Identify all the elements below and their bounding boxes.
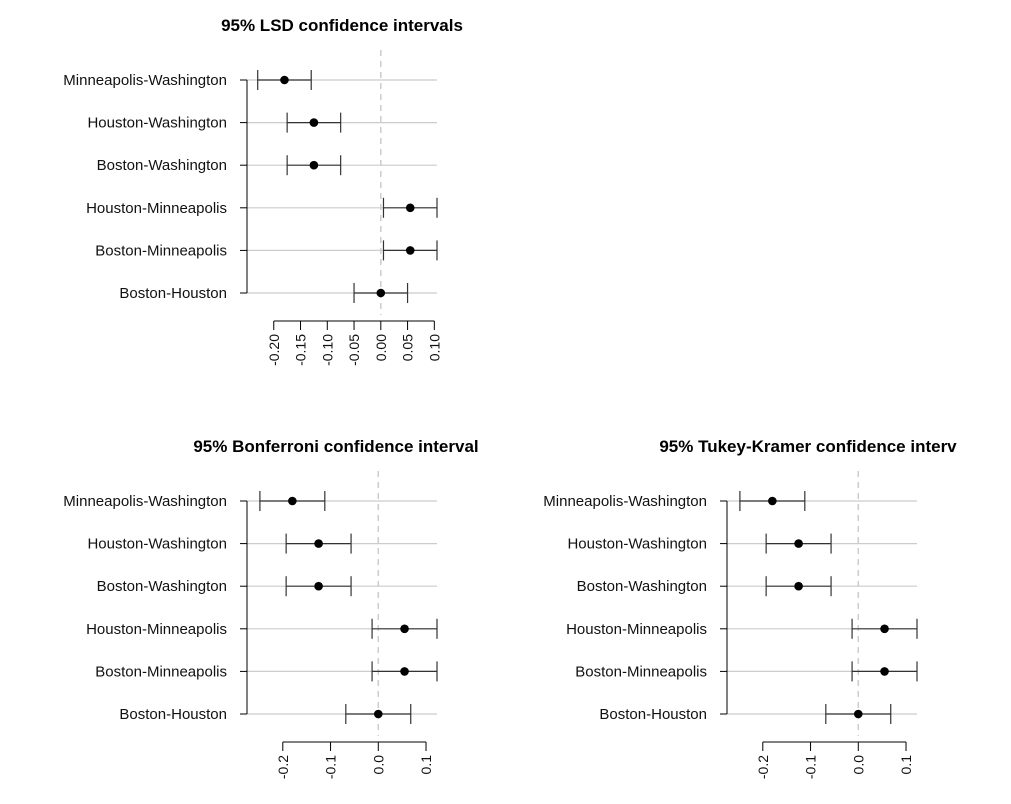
chart-panel-1: 95% LSD confidence intervals Minneapolis-… <box>63 16 463 366</box>
estimate-point <box>405 246 415 255</box>
x-tick-label: -0.15 <box>293 334 309 366</box>
category-label: Houston-Minneapolis <box>86 621 227 638</box>
estimate-point <box>314 539 323 548</box>
x-tick-label: 0.05 <box>400 334 416 361</box>
estimate-point <box>794 581 803 591</box>
chart-title: 95% Bonferroni confidence interval <box>193 437 478 456</box>
x-tick-label: -0.2 <box>755 755 771 779</box>
category-label: Boston-Houston <box>599 706 707 723</box>
estimate-point <box>880 667 889 676</box>
estimate-point <box>288 496 297 506</box>
chart-panel-3: 95% Tukey-Kramer confidence interv Minnea… <box>543 437 957 779</box>
estimate-point <box>280 75 289 85</box>
category-label: Minneapolis-Washington <box>63 493 227 510</box>
category-label: Boston-Washington <box>577 578 707 595</box>
chart-title: 95% LSD confidence intervals <box>221 16 463 35</box>
x-tick-label: -0.05 <box>346 334 362 366</box>
x-tick-label: 0.00 <box>373 334 389 361</box>
x-tick-label: -0.20 <box>266 334 282 366</box>
x-tick-label: 0.1 <box>898 755 914 775</box>
estimate-point <box>853 709 863 719</box>
x-tick-label: 0.1 <box>418 755 434 775</box>
category-label: Houston-Minneapolis <box>86 200 227 217</box>
category-label: Minneapolis-Washington <box>543 493 707 510</box>
x-tick-label: 0.0 <box>850 755 866 775</box>
category-label: Boston-Houston <box>119 285 227 302</box>
category-label: Boston-Minneapolis <box>575 663 707 680</box>
estimate-point <box>373 709 383 719</box>
category-label: Houston-Minneapolis <box>566 621 707 638</box>
x-tick-label: -0.10 <box>319 334 335 366</box>
x-tick-label: 0.10 <box>426 334 442 361</box>
category-label: Boston-Houston <box>119 706 227 723</box>
estimate-point <box>400 624 409 634</box>
estimate-point <box>376 288 386 298</box>
category-label: Boston-Minneapolis <box>95 663 227 680</box>
x-tick-label: -0.1 <box>803 755 819 779</box>
estimate-point <box>405 203 415 213</box>
estimate-point <box>768 496 777 506</box>
category-label: Houston-Washington <box>87 536 227 553</box>
category-label: Minneapolis-Washington <box>63 72 227 89</box>
category-label: Houston-Washington <box>567 536 707 553</box>
category-label: Boston-Washington <box>97 157 227 174</box>
estimate-point <box>309 118 319 127</box>
estimate-point <box>794 539 803 548</box>
estimate-point <box>400 667 409 676</box>
category-label: Houston-Washington <box>87 115 227 132</box>
category-label: Boston-Minneapolis <box>95 242 227 259</box>
estimate-point <box>314 581 323 591</box>
category-label: Boston-Washington <box>97 578 227 595</box>
x-tick-label: -0.2 <box>275 755 291 779</box>
chart-panel-2: 95% Bonferroni confidence interval Minnea… <box>63 437 478 779</box>
x-tick-label: 0.0 <box>370 755 386 775</box>
chart-title: 95% Tukey-Kramer confidence interv <box>659 437 957 456</box>
estimate-point <box>880 624 889 634</box>
estimate-point <box>309 160 319 170</box>
x-tick-label: -0.1 <box>323 755 339 779</box>
